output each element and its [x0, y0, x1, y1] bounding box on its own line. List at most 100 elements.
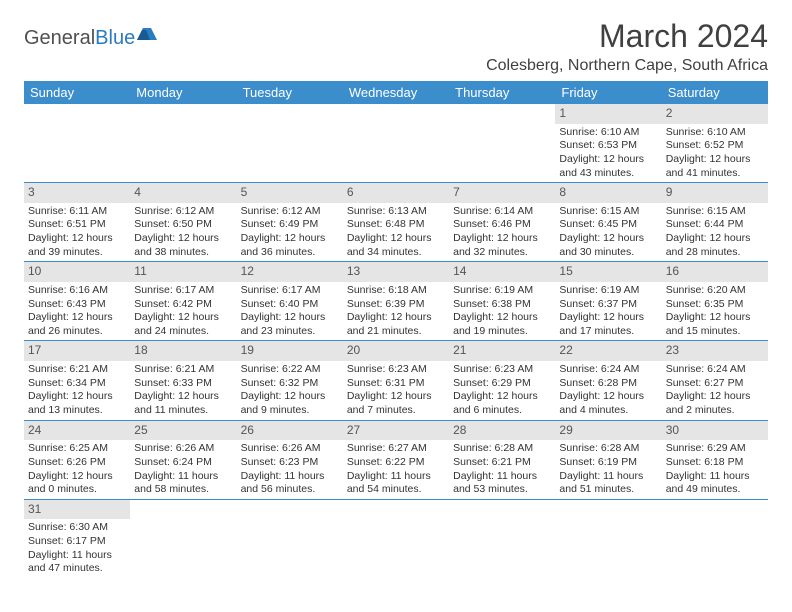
sunrise-text: Sunrise: 6:14 AM	[453, 205, 551, 219]
logo-text-general: General	[24, 27, 95, 49]
calendar-cell: 31Sunrise: 6:30 AMSunset: 6:17 PMDayligh…	[24, 499, 130, 578]
day-number: 14	[449, 262, 555, 282]
sunrise-text: Sunrise: 6:26 AM	[134, 442, 232, 456]
daylight-text: Daylight: 11 hours and 47 minutes.	[28, 549, 126, 576]
day-number: 4	[130, 183, 236, 203]
day-number: 6	[343, 183, 449, 203]
sunset-text: Sunset: 6:50 PM	[134, 218, 232, 232]
cell-body: Sunrise: 6:23 AMSunset: 6:29 PMDaylight:…	[449, 361, 555, 420]
weekday-header: Thursday	[449, 81, 555, 104]
calendar-cell	[343, 104, 449, 183]
sunset-text: Sunset: 6:37 PM	[559, 298, 657, 312]
weekday-header: Tuesday	[237, 81, 343, 104]
calendar-cell: 2Sunrise: 6:10 AMSunset: 6:52 PMDaylight…	[662, 104, 768, 183]
sunrise-text: Sunrise: 6:28 AM	[453, 442, 551, 456]
sunrise-text: Sunrise: 6:23 AM	[453, 363, 551, 377]
sunrise-text: Sunrise: 6:15 AM	[666, 205, 764, 219]
cell-body: Sunrise: 6:20 AMSunset: 6:35 PMDaylight:…	[662, 282, 768, 341]
sunrise-text: Sunrise: 6:10 AM	[666, 126, 764, 140]
day-number: 10	[24, 262, 130, 282]
sunset-text: Sunset: 6:27 PM	[666, 377, 764, 391]
calendar-cell: 7Sunrise: 6:14 AMSunset: 6:46 PMDaylight…	[449, 183, 555, 262]
calendar-cell	[662, 499, 768, 578]
daylight-text: Daylight: 11 hours and 54 minutes.	[347, 470, 445, 497]
daylight-text: Daylight: 12 hours and 28 minutes.	[666, 232, 764, 259]
daylight-text: Daylight: 11 hours and 56 minutes.	[241, 470, 339, 497]
day-number: 9	[662, 183, 768, 203]
cell-body: Sunrise: 6:12 AMSunset: 6:50 PMDaylight:…	[130, 203, 236, 262]
weekday-header: Wednesday	[343, 81, 449, 104]
sunrise-text: Sunrise: 6:11 AM	[28, 205, 126, 219]
calendar-cell: 28Sunrise: 6:28 AMSunset: 6:21 PMDayligh…	[449, 420, 555, 499]
sunrise-text: Sunrise: 6:30 AM	[28, 521, 126, 535]
logo-text-blue: Blue	[95, 27, 135, 49]
calendar-cell: 15Sunrise: 6:19 AMSunset: 6:37 PMDayligh…	[555, 262, 661, 341]
sunset-text: Sunset: 6:42 PM	[134, 298, 232, 312]
cell-body: Sunrise: 6:27 AMSunset: 6:22 PMDaylight:…	[343, 440, 449, 499]
sunrise-text: Sunrise: 6:26 AM	[241, 442, 339, 456]
sunrise-text: Sunrise: 6:10 AM	[559, 126, 657, 140]
calendar-cell: 8Sunrise: 6:15 AMSunset: 6:45 PMDaylight…	[555, 183, 661, 262]
day-number: 17	[24, 341, 130, 361]
sunrise-text: Sunrise: 6:13 AM	[347, 205, 445, 219]
weekday-header-row: Sunday Monday Tuesday Wednesday Thursday…	[24, 81, 768, 104]
daylight-text: Daylight: 12 hours and 19 minutes.	[453, 311, 551, 338]
day-number: 2	[662, 104, 768, 124]
daylight-text: Daylight: 12 hours and 17 minutes.	[559, 311, 657, 338]
calendar-cell: 16Sunrise: 6:20 AMSunset: 6:35 PMDayligh…	[662, 262, 768, 341]
calendar-cell: 18Sunrise: 6:21 AMSunset: 6:33 PMDayligh…	[130, 341, 236, 420]
cell-body: Sunrise: 6:10 AMSunset: 6:52 PMDaylight:…	[662, 124, 768, 183]
daylight-text: Daylight: 12 hours and 32 minutes.	[453, 232, 551, 259]
sunset-text: Sunset: 6:43 PM	[28, 298, 126, 312]
cell-body: Sunrise: 6:17 AMSunset: 6:40 PMDaylight:…	[237, 282, 343, 341]
daylight-text: Daylight: 12 hours and 24 minutes.	[134, 311, 232, 338]
day-number: 16	[662, 262, 768, 282]
sunset-text: Sunset: 6:38 PM	[453, 298, 551, 312]
calendar-cell: 10Sunrise: 6:16 AMSunset: 6:43 PMDayligh…	[24, 262, 130, 341]
calendar-cell: 9Sunrise: 6:15 AMSunset: 6:44 PMDaylight…	[662, 183, 768, 262]
sunset-text: Sunset: 6:52 PM	[666, 139, 764, 153]
calendar-cell	[343, 499, 449, 578]
month-title: March 2024	[486, 18, 768, 55]
day-number: 13	[343, 262, 449, 282]
sunrise-text: Sunrise: 6:19 AM	[559, 284, 657, 298]
sunset-text: Sunset: 6:32 PM	[241, 377, 339, 391]
daylight-text: Daylight: 12 hours and 0 minutes.	[28, 470, 126, 497]
daylight-text: Daylight: 11 hours and 53 minutes.	[453, 470, 551, 497]
day-number: 11	[130, 262, 236, 282]
day-number: 1	[555, 104, 661, 124]
day-number: 21	[449, 341, 555, 361]
calendar-cell: 12Sunrise: 6:17 AMSunset: 6:40 PMDayligh…	[237, 262, 343, 341]
day-number: 28	[449, 421, 555, 441]
calendar-cell: 3Sunrise: 6:11 AMSunset: 6:51 PMDaylight…	[24, 183, 130, 262]
sunset-text: Sunset: 6:26 PM	[28, 456, 126, 470]
sunrise-text: Sunrise: 6:21 AM	[28, 363, 126, 377]
daylight-text: Daylight: 12 hours and 41 minutes.	[666, 153, 764, 180]
day-number: 25	[130, 421, 236, 441]
sunrise-text: Sunrise: 6:12 AM	[134, 205, 232, 219]
sunrise-text: Sunrise: 6:17 AM	[241, 284, 339, 298]
cell-body: Sunrise: 6:23 AMSunset: 6:31 PMDaylight:…	[343, 361, 449, 420]
day-number: 26	[237, 421, 343, 441]
sunrise-text: Sunrise: 6:23 AM	[347, 363, 445, 377]
logo: GeneralBlue	[24, 26, 159, 51]
sunrise-text: Sunrise: 6:17 AM	[134, 284, 232, 298]
sunrise-text: Sunrise: 6:21 AM	[134, 363, 232, 377]
weekday-header: Sunday	[24, 81, 130, 104]
day-number: 29	[555, 421, 661, 441]
cell-body: Sunrise: 6:25 AMSunset: 6:26 PMDaylight:…	[24, 440, 130, 499]
cell-body: Sunrise: 6:29 AMSunset: 6:18 PMDaylight:…	[662, 440, 768, 499]
sunrise-text: Sunrise: 6:29 AM	[666, 442, 764, 456]
header: GeneralBlue March 2024 Colesberg, Northe…	[24, 18, 768, 75]
calendar-cell: 6Sunrise: 6:13 AMSunset: 6:48 PMDaylight…	[343, 183, 449, 262]
day-number: 20	[343, 341, 449, 361]
sunset-text: Sunset: 6:17 PM	[28, 535, 126, 549]
daylight-text: Daylight: 12 hours and 30 minutes.	[559, 232, 657, 259]
calendar-cell: 13Sunrise: 6:18 AMSunset: 6:39 PMDayligh…	[343, 262, 449, 341]
weekday-header: Saturday	[662, 81, 768, 104]
sunset-text: Sunset: 6:53 PM	[559, 139, 657, 153]
sunset-text: Sunset: 6:46 PM	[453, 218, 551, 232]
calendar-cell	[237, 104, 343, 183]
day-number: 22	[555, 341, 661, 361]
sunrise-text: Sunrise: 6:27 AM	[347, 442, 445, 456]
